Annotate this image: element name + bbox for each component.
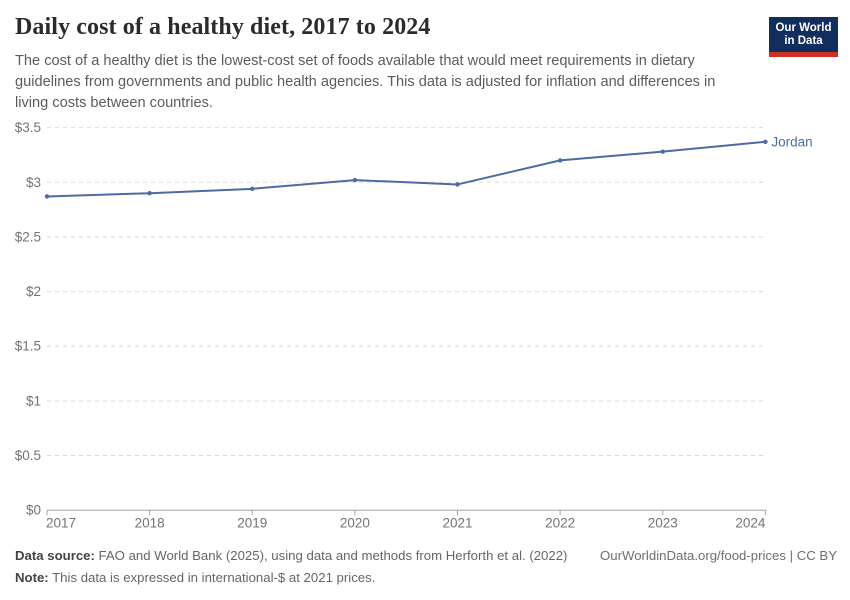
x-axis-tick-label: 2022 (545, 516, 575, 531)
note-label: Note: (15, 570, 49, 585)
series-label-jordan[interactable]: Jordan (771, 134, 812, 149)
y-axis-tick-label: $3 (26, 175, 41, 190)
chart-subtitle: The cost of a healthy diet is the lowest… (15, 53, 716, 111)
x-axis-tick-label: 2021 (442, 516, 472, 531)
page-title: Daily cost of a healthy diet, 2017 to 20… (15, 14, 431, 40)
y-axis-tick-label: $1 (26, 393, 41, 408)
x-axis-tick-label: 2020 (340, 516, 370, 531)
y-axis-tick-label: $2.5 (15, 229, 41, 244)
owid-logo-line2: in Data (784, 35, 823, 47)
owid-logo-line1: Our World (775, 22, 832, 34)
series-point[interactable] (250, 186, 255, 192)
y-axis-tick-label: $2 (26, 284, 41, 299)
owid-url-link[interactable]: OurWorldinData.org/food-prices | CC BY (600, 548, 837, 563)
y-axis-tick-label: $0.5 (15, 448, 41, 463)
x-axis-tick-label: 2018 (135, 516, 165, 531)
line-chart: $0 $0.5 $1 $1.5 $2 $2.5 $3 $3.5 2017 2018 2019 2020… (15, 120, 813, 531)
data-source-text: FAO and World Bank (2025), using data an… (94, 548, 568, 563)
x-axis-tick-label: 2024 (735, 516, 766, 531)
x-axis-tick-label: 2019 (237, 516, 267, 531)
series-point[interactable] (147, 190, 152, 196)
series-point[interactable] (352, 177, 358, 183)
note-text: This data is expressed in international-… (48, 570, 376, 585)
owid-logo[interactable]: Our World in Data (769, 17, 838, 57)
y-axis-tick-label: $0 (26, 503, 41, 518)
series-point[interactable] (44, 194, 50, 199)
data-source-label: Data source: (15, 548, 95, 563)
x-axis-tick-label: 2023 (648, 516, 678, 531)
y-axis-tick-label: $1.5 (15, 339, 41, 354)
chart-footer: Data source: FAO and World Bank (2025), … (15, 548, 837, 585)
y-axis-tick-label: $3.5 (15, 120, 41, 135)
series-point[interactable] (455, 182, 460, 187)
data-source-line: Data source: FAO and World Bank (2025), … (15, 548, 567, 563)
series-point[interactable] (660, 149, 665, 154)
series-line-jordan[interactable] (46, 140, 767, 198)
series-point[interactable] (763, 139, 768, 145)
note-line: Note: This data is expressed in internat… (15, 570, 837, 585)
x-axis-tick-label: 2017 (46, 516, 76, 531)
series-point[interactable] (557, 158, 563, 163)
